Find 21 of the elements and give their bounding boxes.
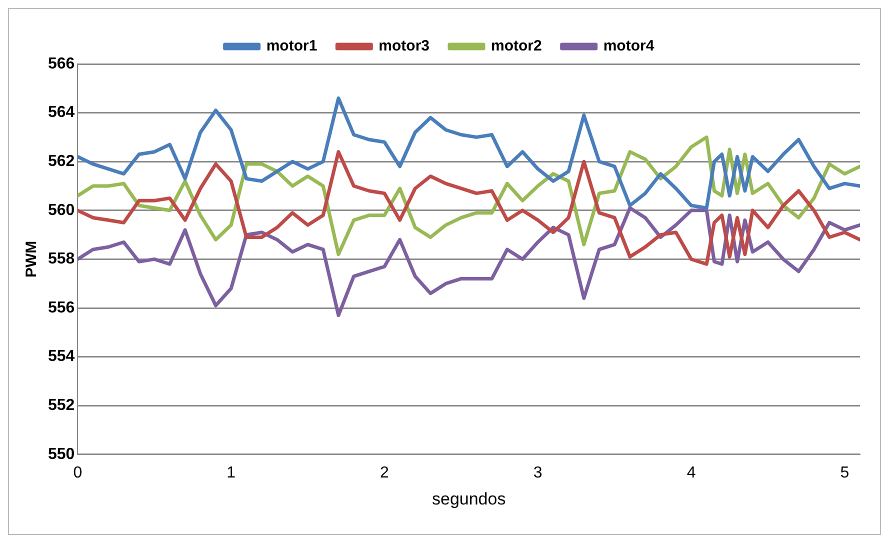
y-tick-label: 558 <box>48 250 75 268</box>
y-tick-label: 556 <box>48 299 75 316</box>
x-tick-label: 1 <box>226 464 236 482</box>
y-tick-label: 552 <box>48 397 75 414</box>
y-tick-label: 566 <box>48 55 75 72</box>
legend-label: motor2 <box>491 38 542 55</box>
x-tick-label: 0 <box>73 464 82 482</box>
legend-label: motor1 <box>266 38 318 55</box>
y-tick-label: 560 <box>48 202 75 219</box>
y-tick-label: 550 <box>48 446 75 463</box>
x-tick-label: 2 <box>380 464 390 482</box>
legend-label: motor4 <box>603 38 655 55</box>
y-tick-label: 564 <box>48 104 75 122</box>
x-tick-label: 4 <box>686 464 696 482</box>
y-axis-title: PWM <box>23 240 40 278</box>
legend-label: motor3 <box>378 38 430 55</box>
x-tick-label: 5 <box>840 464 850 482</box>
y-tick-label: 562 <box>48 153 75 170</box>
x-tick-label: 3 <box>533 464 542 482</box>
y-tick-label: 554 <box>48 348 75 366</box>
x-axis-title: segundos <box>432 489 506 508</box>
